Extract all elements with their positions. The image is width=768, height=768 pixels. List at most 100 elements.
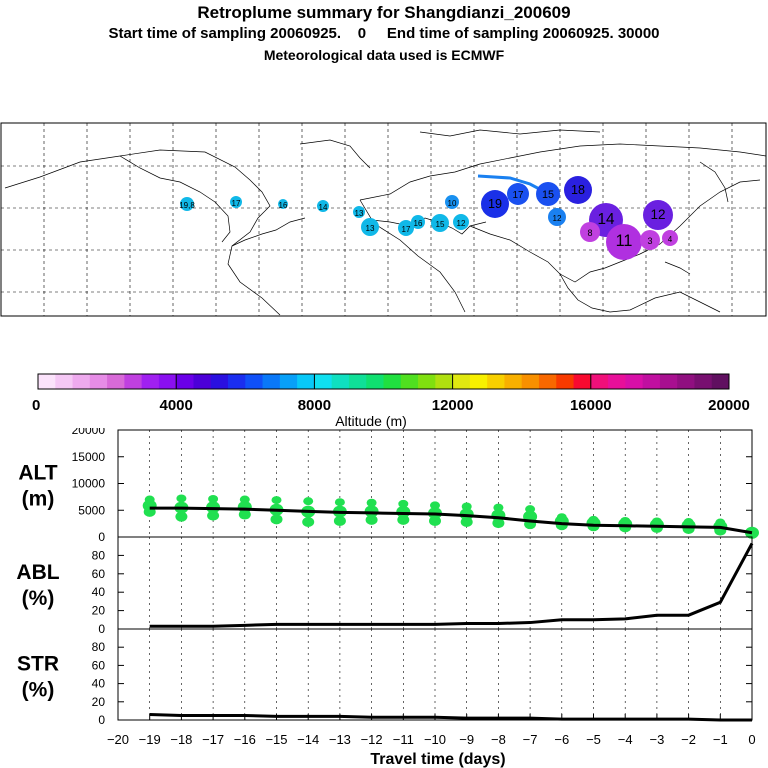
plume-marker-label: 14 [597, 211, 615, 228]
x-tick-label: −2 [681, 732, 696, 747]
x-tick-label: −7 [523, 732, 538, 747]
y-axis-label-alt: ALT [18, 462, 57, 485]
colorbar-swatch [469, 374, 488, 389]
plume-marker [411, 215, 425, 229]
plume-marker [278, 199, 288, 209]
alt-point-mid [142, 499, 157, 512]
alt-point-upper [176, 494, 187, 503]
plume-marker [317, 200, 329, 212]
colorbar-swatch [279, 374, 298, 389]
x-tick-label: −20 [107, 732, 129, 747]
colorbar-swatch [418, 374, 436, 389]
colorbar-tick-label: 12000 [432, 397, 474, 414]
colorbar-tick-label: 20000 [708, 397, 750, 414]
plume-marker [548, 208, 566, 226]
plume-marker [431, 214, 449, 232]
colorbar-swatch [504, 374, 523, 389]
plume-marker-label: 4 [668, 235, 673, 244]
str-line [149, 713, 752, 722]
x-tick-label: −4 [618, 732, 633, 747]
plume-marker [453, 214, 469, 230]
colorbar-swatch [228, 374, 246, 389]
plume-marker-label: 10 [448, 199, 457, 208]
plume-marker-label: 17 [513, 190, 524, 201]
chart-title: Retroplume summary for Shangdianzi_20060… [197, 3, 571, 22]
colorbar-swatch [245, 374, 263, 389]
plume-marker-label: 3 [647, 236, 652, 246]
colorbar-swatch [608, 374, 626, 389]
colorbar-swatch [158, 374, 177, 389]
plume-marker [353, 206, 365, 218]
plume-marker-label: 12 [457, 219, 466, 228]
colorbar-swatch [124, 374, 143, 389]
plume-marker-label: 8 [587, 228, 592, 238]
colorbar-swatch [107, 374, 125, 389]
alt-point-upper [398, 499, 409, 508]
plume-marker [507, 183, 529, 205]
colorbar-swatch [348, 374, 367, 389]
plume-marker-label: 18 [571, 183, 585, 197]
y-tick-label: 40 [92, 585, 106, 599]
alt-point-lower [397, 514, 410, 525]
colorbar-swatch [435, 374, 453, 389]
alt-point-mid [649, 518, 664, 531]
colorbar-tick-label: 8000 [298, 397, 331, 414]
colorbar-swatch [141, 374, 160, 389]
alt-point-upper [271, 496, 282, 505]
x-tick-label: −11 [393, 732, 414, 747]
colorbar-swatch [573, 374, 592, 389]
plume-marker [230, 196, 242, 208]
plume-marker-label: 17 [232, 199, 241, 208]
plume-marker-label: 13 [365, 224, 375, 233]
colorbar-tick-label: 4000 [160, 397, 193, 414]
y-tick-label: 15000 [72, 450, 106, 464]
colorbar-swatch [538, 374, 557, 389]
alt-point-upper [208, 495, 219, 504]
x-tick-label: −1 [713, 732, 728, 747]
plume-marker [398, 220, 414, 236]
plume-marker [361, 218, 379, 236]
y-axis-unit-str: (%) [22, 679, 55, 702]
y-tick-label: 60 [92, 567, 106, 581]
colorbar-swatch [262, 374, 281, 389]
plume-marker [445, 195, 459, 209]
plume-marker-label: 16 [279, 201, 288, 210]
y-tick-label: 80 [92, 640, 106, 654]
plume-marker [643, 200, 673, 230]
plume-marker [662, 230, 678, 246]
y-tick-label: 20000 [72, 428, 106, 437]
y-tick-label: 40 [92, 677, 106, 691]
y-axis-unit-alt: (m) [22, 488, 55, 511]
coastline-outline [4, 129, 767, 316]
plume-marker-label: 19,8 [179, 201, 195, 210]
plume-marker-label: 15 [435, 220, 445, 229]
colorbar-swatch [193, 374, 212, 389]
alt-point-lower [302, 517, 315, 528]
x-tick-label: −8 [491, 732, 506, 747]
alt-point-mid [237, 501, 252, 514]
y-tick-label: 0 [98, 530, 105, 544]
chart-subtitle: Start time of sampling 20060925. 0 End t… [108, 25, 660, 42]
x-tick-label: −17 [202, 732, 224, 747]
plume-marker-label: 12 [552, 214, 562, 223]
plume-marker-label: 12 [650, 207, 665, 222]
x-tick-label: −14 [297, 732, 319, 747]
plume-marker [180, 197, 194, 211]
colorbar-swatch [400, 374, 419, 389]
colorbar-swatch [642, 374, 661, 389]
met-data-line: Meteorological data used is ECMWF [263, 47, 505, 63]
y-tick-label: 5000 [78, 503, 105, 517]
plume-marker [606, 224, 642, 260]
y-axis-label-abl: ABL [16, 561, 59, 584]
x-tick-label: −18 [170, 732, 192, 747]
colorbar-swatch [556, 374, 574, 389]
y-tick-label: 20 [92, 604, 106, 618]
colorbar-swatch [452, 374, 471, 389]
colorbar-label: Altitude (m) [335, 413, 407, 429]
colorbar-swatch [176, 374, 194, 389]
colorbar-swatch [487, 374, 505, 389]
y-tick-label: 0 [98, 713, 105, 727]
alt-point-mid [586, 517, 601, 530]
